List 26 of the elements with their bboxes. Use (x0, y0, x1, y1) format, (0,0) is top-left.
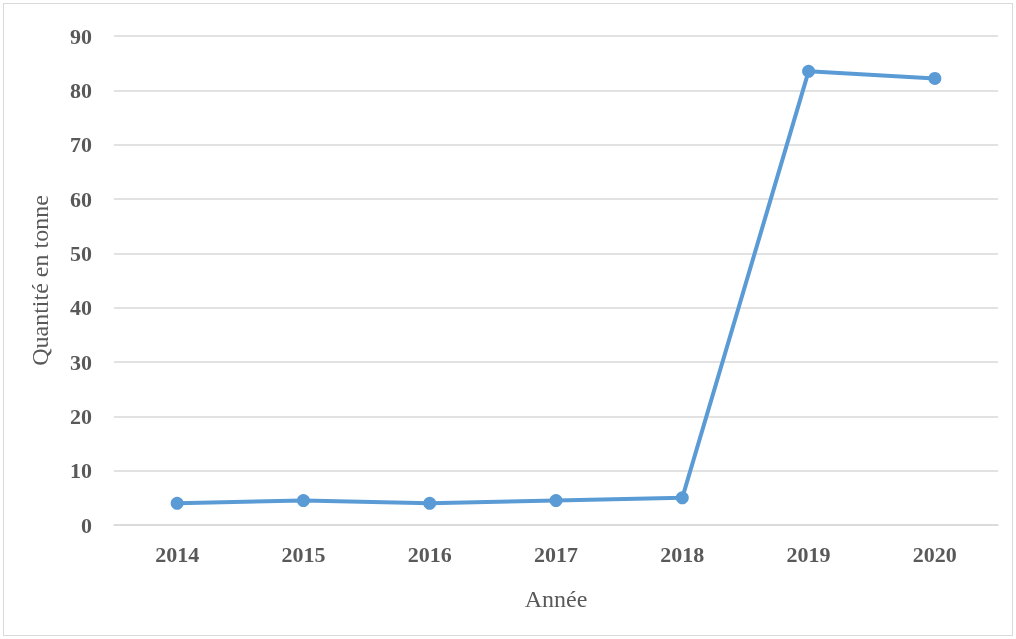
point (296, 494, 310, 508)
x-tick-label: 2018 (660, 541, 705, 567)
y-tick-label: 20 (70, 403, 92, 429)
y-tick-label: 30 (70, 349, 92, 375)
y-tick-label: 60 (70, 186, 92, 212)
x-tick-label: 2015 (281, 541, 326, 567)
x-axis-title: Année (524, 586, 588, 612)
point (802, 64, 816, 78)
y-tick-label: 90 (70, 23, 92, 49)
y-tick-label: 0 (81, 512, 92, 538)
x-tick-label: 2020 (912, 541, 957, 567)
x-tick-label: 2019 (786, 541, 831, 567)
x-tick-label: 2014 (155, 541, 200, 567)
y-tick-label: 70 (70, 132, 92, 158)
x-tick-label: 2017 (534, 541, 578, 567)
y-tick-label: 80 (70, 77, 92, 103)
point (170, 496, 184, 510)
y-axis-title: Quantité en tonne (27, 195, 53, 366)
y-tick-label: 40 (70, 295, 92, 321)
point (675, 491, 689, 505)
y-tick-label: 50 (70, 240, 92, 266)
point (928, 71, 942, 85)
x-tick-label: 2016 (407, 541, 452, 567)
point (549, 494, 563, 508)
point (423, 496, 437, 510)
y-tick-label: 10 (70, 458, 92, 484)
